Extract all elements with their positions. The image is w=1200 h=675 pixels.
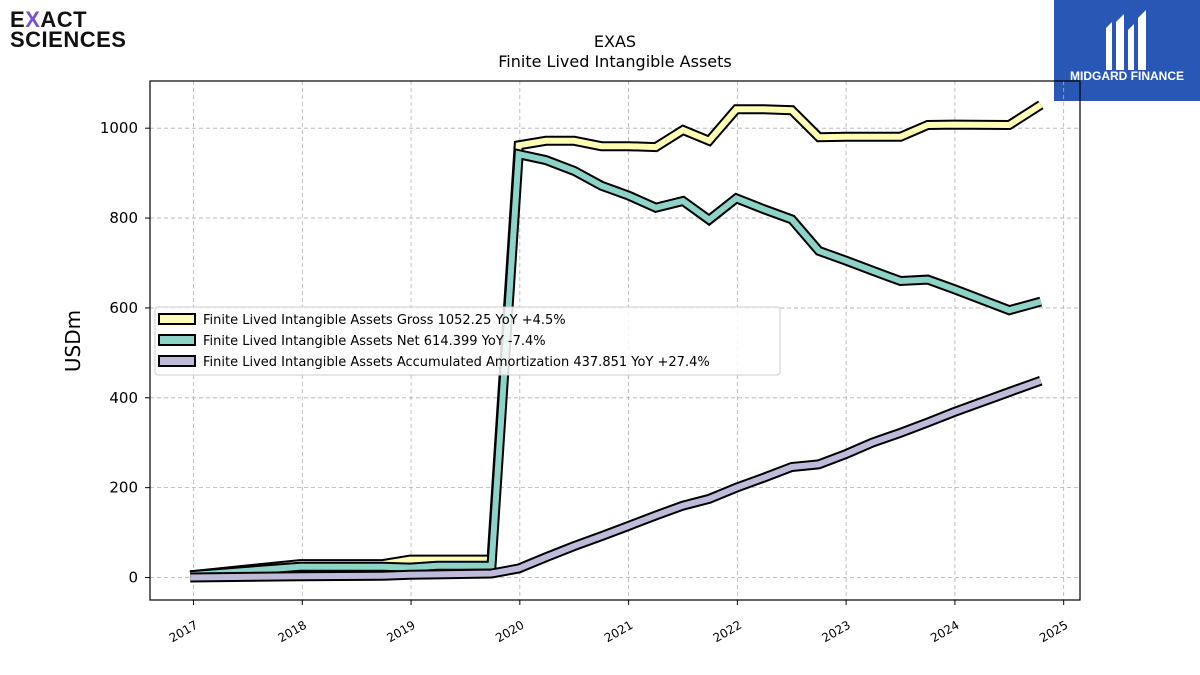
gross-line [189, 102, 1043, 579]
exact-sciences-logo: EXACT SCIENCES [10, 7, 127, 52]
x-tick-label: 2022 [711, 618, 744, 645]
amortization-line [190, 377, 1042, 581]
logo-line-2: SCIENCES [10, 27, 127, 52]
y-tick-label: 1000 [100, 119, 138, 137]
logo-line-1: EXACT [10, 7, 88, 32]
midgard-finance-text: MIDGARD FINANCE [1070, 69, 1184, 83]
x-tick-label: 2018 [276, 618, 309, 645]
legend-swatch-net [158, 334, 196, 346]
midgard-emblem-icon [1106, 10, 1146, 70]
y-tick-label: 0 [128, 569, 138, 587]
legend-label-gross: Finite Lived Intangible Assets Gross 105… [203, 313, 566, 328]
legend-label-net: Finite Lived Intangible Assets Net 614.3… [203, 334, 546, 349]
series-lines [189, 100, 1044, 583]
amortization-line-outline [190, 375, 1043, 583]
chart-title: EXAS [594, 32, 636, 51]
y-tick-label: 800 [109, 209, 138, 227]
net-line [189, 150, 1042, 579]
legend-label-amortization: Finite Lived Intangible Assets Accumulat… [203, 355, 710, 370]
chart-subtitle: Finite Lived Intangible Assets [498, 52, 731, 71]
x-tick-label: 2017 [167, 618, 200, 645]
y-tick-label: 200 [109, 479, 138, 497]
x-tick-label: 2021 [602, 618, 635, 645]
plot-frame [149, 80, 1081, 601]
x-tick-label: 2019 [384, 618, 417, 645]
legend-swatch-gross [158, 313, 196, 325]
legend-swatch-amortization [158, 355, 196, 367]
legend: Finite Lived Intangible Assets Gross 105… [154, 306, 781, 376]
y-tick-label: 400 [109, 389, 138, 407]
x-tick-label: 2020 [493, 618, 526, 645]
x-tick-label: 2025 [1037, 618, 1070, 645]
y-tick-label: 600 [109, 299, 138, 317]
legend-box [154, 306, 781, 376]
y-axis-label: USDm [61, 310, 85, 372]
x-tick-label: 2023 [819, 618, 852, 645]
x-tick-label: 2024 [928, 618, 961, 645]
midgard-finance-logo: MIDGARD FINANCE [1054, 0, 1200, 101]
